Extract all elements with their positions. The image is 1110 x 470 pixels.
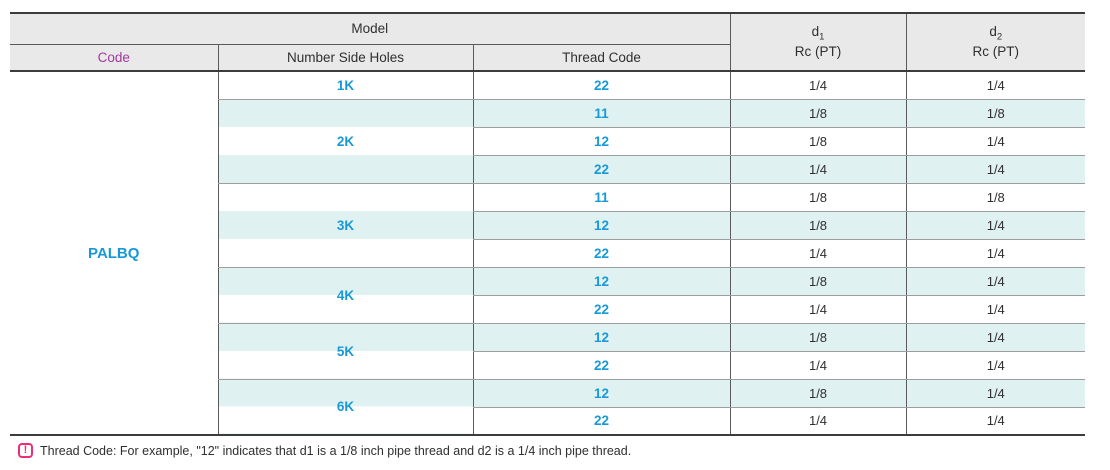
- d2-cell: 1/4: [905, 407, 1086, 436]
- table-row: 2K 11 1/8 1/8: [10, 99, 1086, 184]
- table-row: 22 1/4 1/4: [10, 407, 1086, 436]
- thread-code-cell: 22: [472, 71, 731, 100]
- d2-cell: 1/4: [905, 71, 1086, 100]
- d2-header: d2 Rc (PT): [905, 13, 1086, 72]
- d2-cell: 1/4: [905, 379, 1086, 408]
- table-row: 12 1/8 1/4: [10, 211, 1086, 240]
- d1-cell: 1/8: [729, 379, 907, 408]
- model-header: Model: [10, 13, 731, 45]
- d2-cell: 1/4: [905, 211, 1086, 240]
- d1-cell: 1/8: [729, 211, 907, 240]
- side-holes-cell: 3K: [217, 183, 473, 268]
- thread-code-cell: 22: [472, 239, 731, 268]
- thread-code-header: Thread Code: [472, 44, 731, 72]
- d1-symbol: d1: [811, 24, 825, 44]
- table-header: Model d1 Rc (PT) d2 Rc (PT) Code Number …: [10, 13, 1086, 72]
- thread-code-cell: 12: [472, 127, 731, 156]
- catalog-page: Model d1 Rc (PT) d2 Rc (PT) Code Number …: [10, 12, 1110, 458]
- d1-cell: 1/4: [729, 239, 907, 268]
- d1-cell: 1/4: [729, 71, 907, 100]
- table-row: 22 1/4 1/4: [10, 351, 1086, 380]
- code-cell: PALBQ: [10, 71, 218, 436]
- d1-cell: 1/4: [729, 407, 907, 436]
- side-holes-cell: 5K: [217, 323, 473, 380]
- footnote-text: Thread Code: For example, "12" indicates…: [40, 443, 632, 458]
- d2-cell: 1/8: [905, 99, 1086, 128]
- thread-code-cell: 22: [472, 351, 731, 380]
- d1-subscript: 1: [819, 32, 825, 44]
- table-row: 22 1/4 1/4: [10, 295, 1086, 324]
- thread-code-cell: 22: [472, 407, 731, 436]
- d1-cell: 1/8: [729, 323, 907, 352]
- thread-code-cell: 12: [472, 379, 731, 408]
- table-body: PALBQ 1K 22 1/4 1/4 2K 11 1/8 1/8 12 1/8 1/4 22 1/4 1/…: [10, 71, 1086, 436]
- d1-cell: 1/4: [729, 351, 907, 380]
- table-row: 6K 12 1/8 1/4: [10, 379, 1086, 436]
- alert-icon: !: [18, 443, 33, 458]
- table-row: PALBQ 1K 22 1/4 1/4: [10, 71, 1086, 436]
- table-row: 4K 12 1/8 1/4: [10, 267, 1086, 324]
- header-row-model: Model d1 Rc (PT) d2 Rc (PT): [10, 13, 1086, 72]
- table-row: 22 1/4 1/4: [10, 239, 1086, 268]
- thread-code-cell: 22: [472, 295, 731, 324]
- d2-unit-label: Rc (PT): [972, 44, 1020, 60]
- spec-table: Model d1 Rc (PT) d2 Rc (PT) Code Number …: [10, 12, 1086, 436]
- d2-cell: 1/4: [905, 267, 1086, 296]
- thread-code-cell: 12: [472, 267, 731, 296]
- d1-cell: 1/4: [729, 295, 907, 324]
- d2-cell: 1/4: [905, 295, 1086, 324]
- d1-cell: 1/8: [729, 127, 907, 156]
- d2-cell: 1/4: [905, 127, 1086, 156]
- side-holes-cell: 2K: [217, 99, 473, 184]
- table-row: 5K 12 1/8 1/4: [10, 323, 1086, 380]
- d1-cell: 1/8: [729, 99, 907, 128]
- table-row: 3K 11 1/8 1/8: [10, 183, 1086, 268]
- table-row: 22 1/4 1/4: [10, 155, 1086, 184]
- d1-header: d1 Rc (PT): [729, 13, 907, 72]
- d2-cell: 1/4: [905, 351, 1086, 380]
- d2-subscript: 2: [996, 32, 1003, 44]
- d1-cell: 1/8: [729, 183, 907, 212]
- thread-code-cell: 12: [472, 323, 731, 352]
- table-row: 12 1/8 1/4: [10, 127, 1086, 156]
- code-header: Code: [10, 44, 218, 72]
- thread-code-cell: 22: [472, 155, 731, 184]
- side-holes-cell: 4K: [217, 267, 473, 324]
- footnote: ! Thread Code: For example, "12" indicat…: [18, 443, 1110, 458]
- d2-cell: 1/4: [905, 239, 1086, 268]
- side-holes-cell: 1K: [217, 71, 473, 100]
- d2-cell: 1/8: [905, 183, 1086, 212]
- d1-cell: 1/4: [729, 155, 907, 184]
- d1-cell: 1/8: [729, 267, 907, 296]
- header-row-columns: Code Number Side Holes Thread Code: [10, 44, 1085, 72]
- thread-code-cell: 12: [472, 211, 731, 240]
- d2-symbol: d2: [989, 24, 1003, 44]
- d2-cell: 1/4: [905, 323, 1086, 352]
- thread-code-cell: 11: [472, 99, 731, 128]
- side-holes-header: Number Side Holes: [217, 44, 473, 72]
- d2-cell: 1/4: [905, 155, 1086, 184]
- side-holes-cell: 6K: [217, 379, 473, 436]
- d1-unit-label: Rc (PT): [794, 44, 842, 60]
- thread-code-cell: 11: [472, 183, 731, 212]
